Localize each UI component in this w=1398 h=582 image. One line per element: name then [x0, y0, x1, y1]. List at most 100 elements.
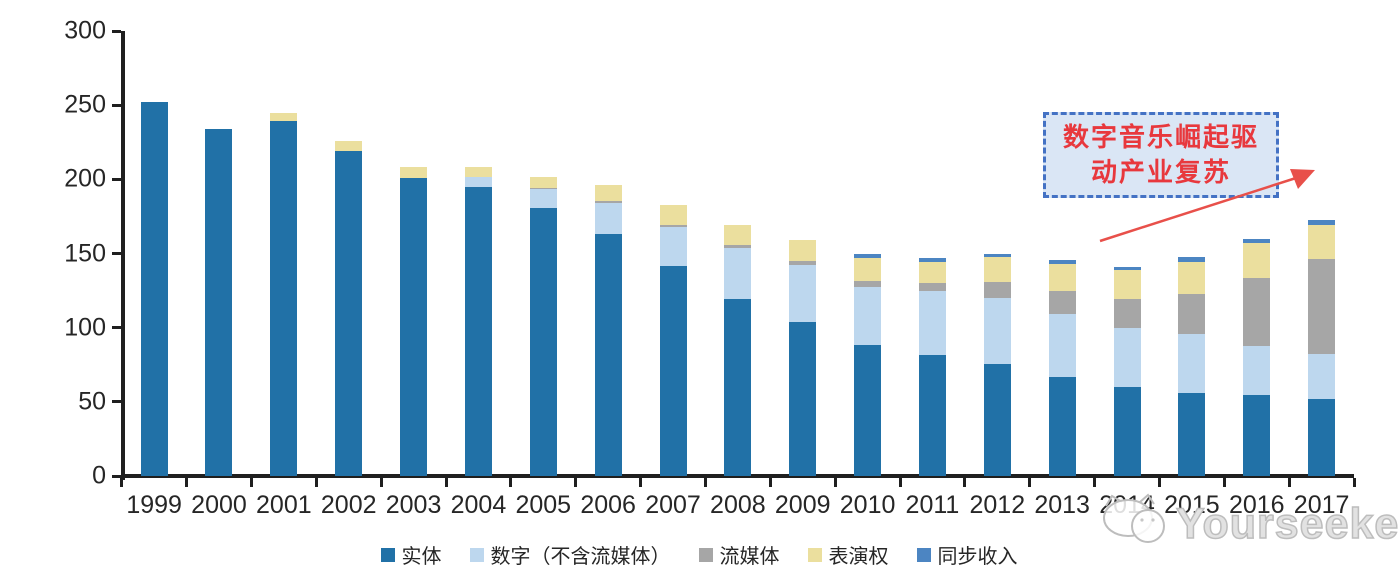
- bar-2006: [594, 185, 622, 476]
- y-axis-label: 300: [64, 16, 106, 45]
- x-axis-label: 2003: [385, 491, 442, 519]
- legend-label: 表演权: [828, 546, 889, 568]
- bar-segment-同步收入: [1178, 257, 1206, 263]
- y-axis-tick: [112, 400, 121, 404]
- x-axis-tick: [379, 478, 383, 487]
- legend-swatch-icon: [807, 547, 822, 562]
- bar-2016: [1243, 238, 1271, 476]
- x-axis-label: 2002: [320, 491, 377, 519]
- bar-segment-实体: [140, 102, 168, 476]
- x-axis-label: 2015: [1164, 491, 1220, 519]
- bar-segment-数字（不含流媒体）: [724, 247, 752, 300]
- y-axis-tick: [112, 177, 121, 181]
- x-axis-tick: [1157, 478, 1161, 487]
- yourseeker-watermark: Yourseeker: [1175, 499, 1398, 549]
- bar-segment-流媒体: [529, 187, 557, 189]
- bar-2002: [335, 140, 363, 476]
- bar-2001: [270, 113, 298, 476]
- y-axis-label: 250: [64, 90, 106, 119]
- bar-segment-表演权: [1113, 269, 1141, 300]
- y-axis-label: 0: [92, 461, 106, 490]
- bar-segment-实体: [594, 234, 622, 476]
- bar-segment-表演权: [1243, 243, 1271, 278]
- x-axis-label: 1999: [126, 491, 182, 519]
- x-axis-label: 2017: [1293, 491, 1350, 519]
- bar-segment-实体: [789, 321, 817, 476]
- legend-swatch-icon: [698, 547, 713, 562]
- annotation-line-1: 数字音乐崛起驱: [1062, 123, 1259, 152]
- bar-segment-表演权: [918, 261, 946, 284]
- bar-2007: [659, 205, 687, 476]
- bar-segment-数字（不含流媒体）: [464, 177, 492, 187]
- bar-segment-实体: [1113, 386, 1141, 476]
- bar-segment-数字（不含流媒体）: [659, 226, 687, 267]
- bar-segment-流媒体: [983, 282, 1011, 299]
- bar-segment-表演权: [1178, 262, 1206, 294]
- bar-segment-数字（不含流媒体）: [594, 203, 622, 235]
- bar-segment-数字（不含流媒体）: [1178, 333, 1206, 393]
- x-axis-label: 2007: [645, 491, 701, 519]
- bar-segment-表演权: [983, 257, 1011, 283]
- bar-2000: [205, 128, 233, 476]
- bar-2013: [1048, 260, 1076, 476]
- chart-legend: 实体 数字（不含流媒体） 流媒体 表演权 同步收入: [0, 540, 1398, 569]
- x-axis-tick: [1028, 478, 1032, 487]
- y-axis-tick: [112, 326, 121, 330]
- legend-item: 同步收入: [916, 540, 1018, 569]
- bar-segment-表演权: [529, 177, 557, 188]
- bar-segment-表演权: [854, 257, 882, 281]
- bar-segment-流媒体: [1243, 278, 1271, 347]
- x-axis-label: 2009: [774, 491, 831, 519]
- legend-swatch-icon: [469, 547, 484, 562]
- x-axis-tick: [249, 478, 253, 487]
- bar-segment-流媒体: [789, 260, 817, 266]
- bar-segment-流媒体: [724, 245, 752, 248]
- y-axis-tick: [112, 103, 121, 107]
- bar-segment-数字（不含流媒体）: [789, 265, 817, 322]
- legend-label: 实体: [401, 546, 442, 568]
- bar-segment-表演权: [1308, 224, 1336, 260]
- bar-segment-同步收入: [983, 253, 1011, 258]
- bar-segment-流媒体: [659, 224, 687, 227]
- bar-segment-同步收入: [1113, 266, 1141, 270]
- bar-segment-数字（不含流媒体）: [1308, 354, 1336, 399]
- bar-2008: [724, 225, 752, 476]
- bar-segment-流媒体: [594, 200, 622, 204]
- y-axis-tick: [112, 474, 121, 478]
- bar-segment-同步收入: [1308, 220, 1336, 225]
- bar-2004: [464, 166, 492, 476]
- x-axis-label: 2016: [1228, 491, 1285, 519]
- bar-segment-实体: [918, 355, 946, 476]
- bar-segment-数字（不含流媒体）: [854, 286, 882, 346]
- bar-segment-实体: [464, 186, 492, 476]
- y-axis-label: 150: [64, 239, 106, 267]
- bar-segment-表演权: [464, 166, 492, 178]
- x-axis-label: 2001: [256, 491, 312, 519]
- legend-item: 表演权: [807, 540, 889, 569]
- bar-segment-实体: [529, 207, 557, 476]
- x-axis-tick: [898, 478, 902, 487]
- bar-2011: [918, 257, 946, 476]
- bar-segment-数字（不含流媒体）: [1048, 313, 1076, 377]
- x-axis-tick: [185, 478, 189, 487]
- bar-segment-同步收入: [854, 254, 882, 258]
- legend-label: 数字（不含流媒体）: [490, 546, 671, 568]
- bar-segment-表演权: [724, 225, 752, 246]
- bar-segment-实体: [854, 345, 882, 476]
- bar-segment-实体: [1308, 398, 1336, 476]
- bar-segment-同步收入: [1048, 260, 1076, 264]
- bar-segment-表演权: [1048, 263, 1076, 291]
- bar-segment-实体: [659, 266, 687, 476]
- bar-segment-数字（不含流媒体）: [529, 188, 557, 208]
- y-axis-tick: [112, 252, 121, 255]
- bar-2003: [400, 166, 428, 476]
- bar-2005: [529, 177, 557, 476]
- bar-segment-实体: [270, 121, 298, 476]
- x-axis-tick: [509, 478, 513, 487]
- bar-segment-实体: [400, 177, 428, 476]
- x-axis-tick: [1222, 478, 1226, 487]
- bar-segment-同步收入: [918, 257, 946, 262]
- bar-segment-实体: [1243, 395, 1271, 476]
- bar-2017: [1308, 220, 1336, 476]
- legend-item: 数字（不含流媒体）: [469, 540, 671, 569]
